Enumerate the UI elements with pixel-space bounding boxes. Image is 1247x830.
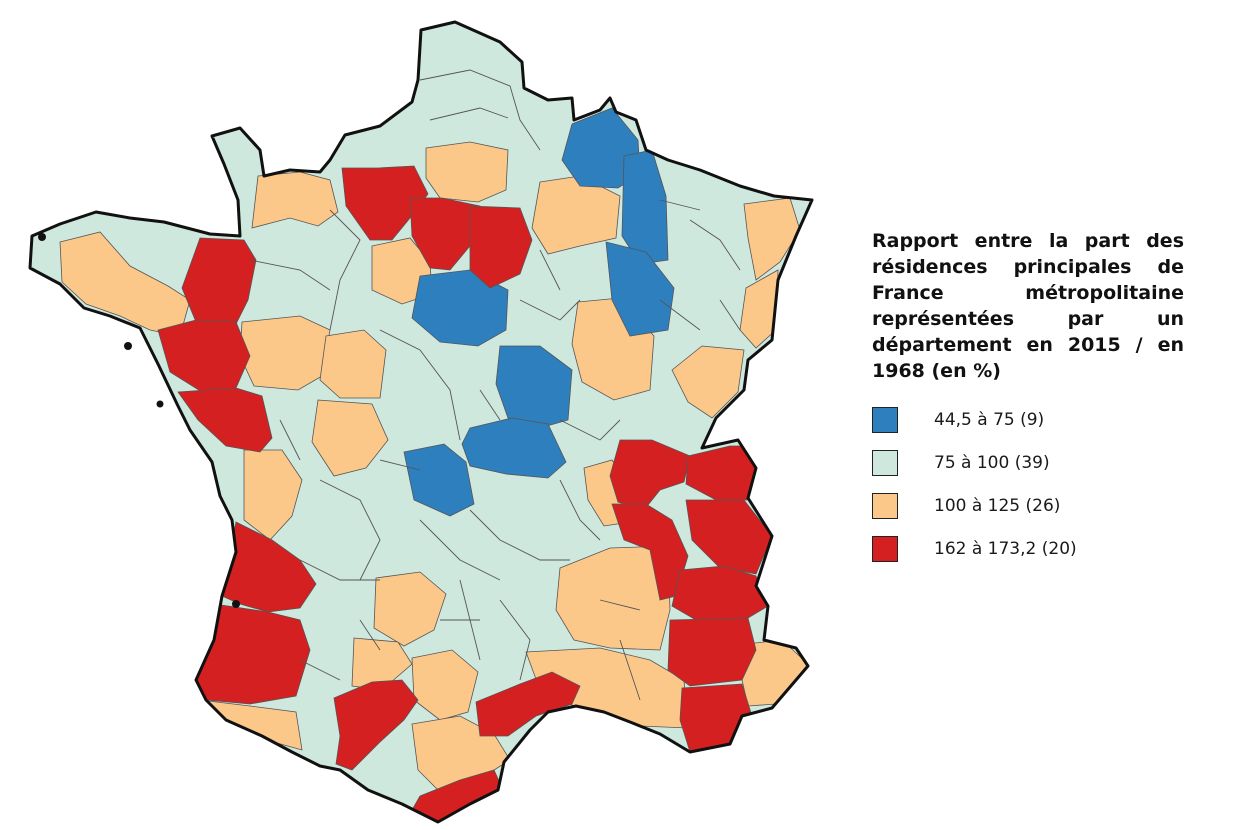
department bbox=[409, 197, 481, 271]
department bbox=[351, 637, 413, 691]
department bbox=[341, 165, 429, 241]
islands bbox=[38, 233, 240, 608]
department bbox=[739, 269, 779, 349]
department bbox=[605, 241, 675, 337]
department bbox=[461, 417, 567, 479]
department bbox=[251, 171, 339, 229]
department bbox=[239, 315, 331, 391]
department bbox=[671, 345, 745, 419]
france-outline bbox=[28, 20, 814, 824]
department bbox=[373, 571, 447, 647]
legend-item-class-4: 162 à 173,2 (20) bbox=[872, 535, 1184, 563]
legend: Rapport entre la part des résidences pri… bbox=[872, 228, 1184, 578]
department bbox=[157, 319, 251, 393]
department bbox=[671, 565, 769, 621]
island bbox=[232, 600, 240, 608]
department bbox=[181, 237, 257, 325]
department bbox=[425, 141, 509, 203]
legend-label: 100 à 125 (26) bbox=[934, 496, 1061, 516]
legend-swatch-light-green bbox=[872, 450, 898, 476]
legend-label: 162 à 173,2 (20) bbox=[934, 539, 1077, 559]
department bbox=[667, 617, 757, 687]
department bbox=[333, 679, 419, 771]
legend-swatch-orange bbox=[872, 493, 898, 519]
department bbox=[685, 499, 773, 575]
legend-item-class-3: 100 à 125 (26) bbox=[872, 492, 1184, 520]
department bbox=[221, 521, 317, 613]
boundary-line bbox=[249, 69, 741, 701]
department bbox=[319, 329, 387, 399]
class-162-173-departments bbox=[157, 165, 773, 822]
legend-label: 44,5 à 75 (9) bbox=[934, 410, 1045, 430]
department bbox=[243, 449, 303, 541]
department bbox=[195, 603, 311, 705]
department bbox=[177, 387, 273, 453]
legend-label: 75 à 100 (39) bbox=[934, 453, 1050, 473]
department bbox=[495, 345, 573, 429]
france-choropleth-map bbox=[28, 20, 814, 824]
department bbox=[311, 399, 389, 477]
department bbox=[403, 443, 475, 517]
island bbox=[124, 342, 132, 350]
department bbox=[555, 545, 671, 651]
legend-item-class-2: 75 à 100 (39) bbox=[872, 449, 1184, 477]
island bbox=[38, 233, 46, 241]
legend-item-class-1: 44,5 à 75 (9) bbox=[872, 406, 1184, 434]
legend-swatch-blue bbox=[872, 407, 898, 433]
class-100-125-departments bbox=[59, 141, 809, 793]
class-44-75-departments bbox=[403, 107, 675, 517]
department-boundaries bbox=[249, 69, 741, 701]
legend-title: Rapport entre la part des résidences pri… bbox=[872, 230, 1184, 382]
island bbox=[156, 400, 164, 408]
department bbox=[609, 439, 691, 511]
departments-layer bbox=[30, 22, 812, 822]
legend-swatch-red bbox=[872, 536, 898, 562]
department bbox=[475, 671, 581, 737]
department bbox=[469, 205, 533, 289]
